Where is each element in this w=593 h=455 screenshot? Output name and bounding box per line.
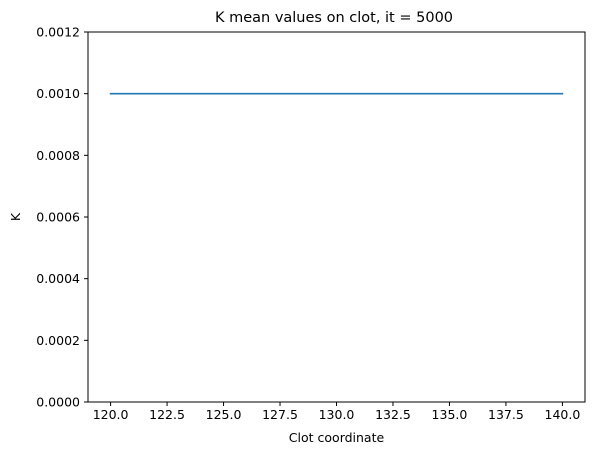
y-axis-ticks: 0.0000 0.0002 0.0004 0.0006 0.0008 0.0010 0.00… xyxy=(36,25,88,410)
x-tick-label: 125.0 xyxy=(206,407,242,422)
x-tick-label: 137.5 xyxy=(488,407,524,422)
y-tick-label: 0.0004 xyxy=(36,271,80,286)
y-tick-label: 0.0012 xyxy=(36,25,80,40)
x-tick-label: 140.0 xyxy=(545,407,581,422)
x-axis-ticks: 120.0 122.5 125.0 127.5 130.0 132.5 135.0 137.5… xyxy=(93,402,581,422)
y-tick-label: 0.0006 xyxy=(36,210,80,225)
y-tick-label: 0.0002 xyxy=(36,333,80,348)
x-tick-label: 122.5 xyxy=(149,407,185,422)
x-tick-label: 135.0 xyxy=(432,407,468,422)
x-tick-label: 127.5 xyxy=(262,407,298,422)
x-tick-label: 120.0 xyxy=(93,407,129,422)
y-tick-label: 0.0010 xyxy=(36,86,80,101)
x-tick-label: 132.5 xyxy=(375,407,411,422)
y-tick-label: 0.0008 xyxy=(36,148,80,163)
x-axis-label: Clot coordinate xyxy=(289,430,385,445)
chart-title: K mean values on clot, it = 5000 xyxy=(215,10,453,26)
y-tick-label: 0.0000 xyxy=(36,395,80,410)
plot-area-frame xyxy=(87,31,586,403)
y-axis-label: K xyxy=(8,212,23,221)
x-tick-label: 130.0 xyxy=(319,407,355,422)
